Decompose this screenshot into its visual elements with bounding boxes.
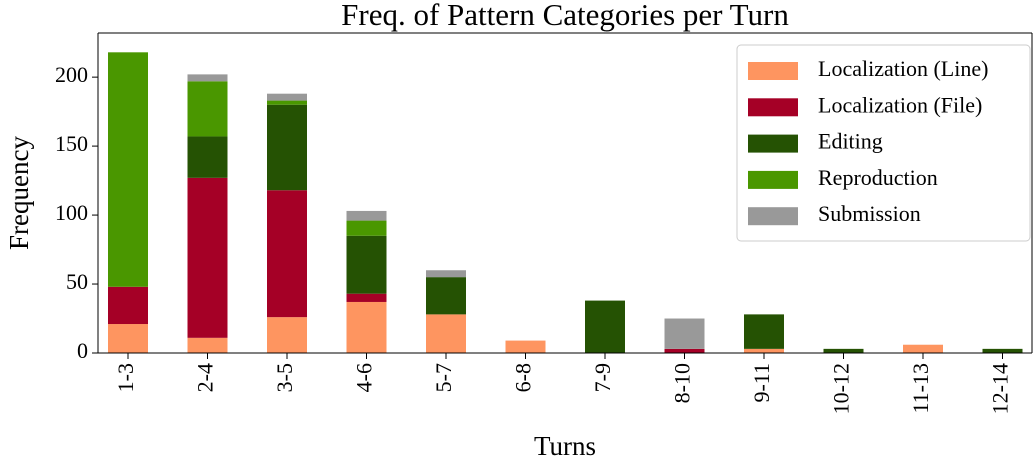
bar-segment <box>267 93 307 101</box>
legend-swatch <box>748 207 798 226</box>
x-tick-label: 6-8 <box>511 363 536 392</box>
y-tick-label: 50 <box>66 269 88 294</box>
bar-segment <box>346 210 387 221</box>
bar-segment <box>505 340 546 353</box>
legend-label: Localization (Line) <box>818 56 988 81</box>
y-axis-label: Frequency <box>4 136 34 250</box>
legend-swatch <box>748 62 798 80</box>
bar-segment <box>426 277 466 315</box>
bar-segment <box>426 314 466 353</box>
bar-segment <box>346 235 387 294</box>
x-tick-label: 10-12 <box>829 363 854 414</box>
x-tick-label: 4-6 <box>352 363 377 392</box>
bar-segment <box>346 301 387 353</box>
bar-segment <box>346 220 387 236</box>
x-tick-label: 12-14 <box>988 363 1013 414</box>
bar-segment <box>585 300 625 353</box>
bar-segment <box>187 74 228 82</box>
legend-swatch <box>748 134 798 153</box>
x-tick-label: 2-4 <box>193 363 218 392</box>
bar-segment <box>108 324 148 353</box>
chart-title: Freq. of Pattern Categories per Turn <box>341 0 789 32</box>
x-tick-label: 9-11 <box>749 363 774 403</box>
x-tick-label: 3-5 <box>272 363 297 392</box>
bar-segment <box>108 286 148 325</box>
bar-segment <box>267 100 307 105</box>
bar-segment <box>664 318 705 349</box>
bar-segment <box>744 314 784 349</box>
legend-swatch <box>748 170 798 189</box>
x-tick-label: 7-9 <box>590 363 615 392</box>
y-tick-label: 150 <box>55 131 88 156</box>
x-tick-label: 11-13 <box>908 363 933 414</box>
x-tick-label: 8-10 <box>670 363 695 403</box>
y-tick-label: 0 <box>77 338 88 363</box>
bar-segment <box>903 344 943 353</box>
bar-segment <box>346 293 387 302</box>
legend-label: Localization (File) <box>818 92 982 117</box>
bar-segment <box>267 104 307 191</box>
bar-segment <box>426 270 466 278</box>
bar-segment <box>187 136 228 178</box>
y-tick-label: 200 <box>55 62 88 87</box>
bar-segment <box>108 52 148 287</box>
bar-segment <box>187 81 228 137</box>
x-tick-label: 1-3 <box>113 363 138 392</box>
bar-segment <box>187 337 228 353</box>
legend-label: Editing <box>818 129 883 154</box>
bar-segment <box>664 348 705 353</box>
y-tick-label: 100 <box>55 200 88 225</box>
bar-segment <box>823 348 864 353</box>
legend-label: Reproduction <box>818 165 938 190</box>
x-tick-label: 5-7 <box>431 363 456 392</box>
bar-segment <box>267 317 307 353</box>
bar-segment <box>187 177 228 338</box>
bar-segment <box>744 348 784 353</box>
legend-box <box>736 44 1031 242</box>
legend-swatch <box>748 98 798 117</box>
legend-label: Submission <box>818 201 921 226</box>
bar-segment <box>982 348 1023 353</box>
bar-segment <box>267 190 307 318</box>
x-axis-label: Turns <box>534 431 596 461</box>
